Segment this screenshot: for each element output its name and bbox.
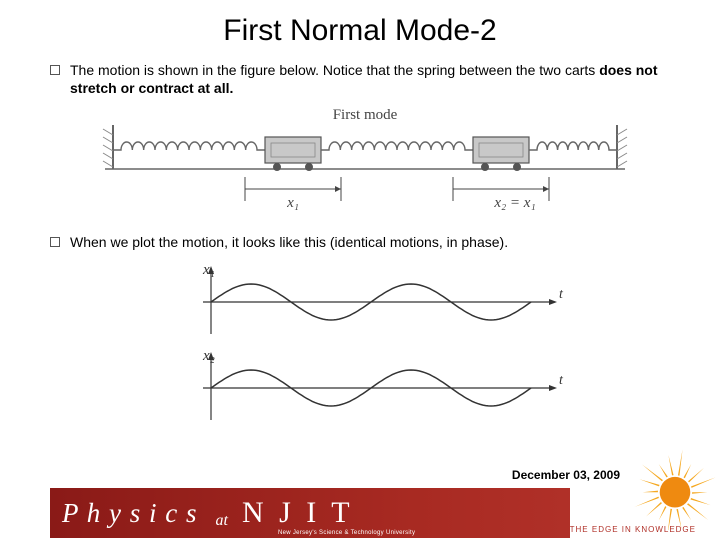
physics-logo-text: P h y s i c s — [62, 498, 198, 529]
njit-subtitle: New Jersey's Science & Technology Univer… — [278, 530, 415, 536]
first-mode-label: First mode — [333, 107, 398, 123]
cart-1 — [265, 137, 321, 171]
bullet-1-pre: The motion is shown in the figure below.… — [70, 62, 599, 78]
spring-middle — [321, 142, 473, 150]
spring-right — [529, 142, 617, 150]
bullet-2: When we plot the motion, it looks like t… — [50, 234, 680, 252]
svg-text:x₂: x₂ — [202, 348, 215, 364]
svg-text:x₁: x₁ — [286, 195, 299, 211]
plot-x1: x₁ t — [202, 262, 564, 334]
x1-indicator: x₁ — [245, 177, 341, 211]
bullet-marker — [50, 65, 60, 75]
njit-logo-text: N J I T — [242, 496, 354, 530]
slide-title: First Normal Mode-2 — [0, 0, 720, 48]
x2-indicator: x₂ = x₁ — [453, 177, 549, 211]
footer-band: P h y s i c s at N J I T New Jersey's Sc… — [50, 488, 570, 538]
svg-text:t: t — [559, 373, 564, 388]
right-wall — [617, 125, 627, 169]
bullet-marker — [50, 237, 60, 247]
at-text: at — [216, 512, 228, 538]
bullet-2-text: When we plot the motion, it looks like t… — [70, 234, 508, 252]
content-area: The motion is shown in the figure below.… — [0, 48, 720, 435]
figure-1: First mode — [50, 105, 680, 220]
spring-left — [113, 142, 265, 150]
wave-plots: x₁ t x₂ t — [155, 260, 575, 430]
carts-diagram: First mode — [95, 105, 635, 215]
svg-text:x₂ = x₁: x₂ = x₁ — [493, 195, 535, 211]
left-wall — [103, 125, 113, 169]
sun-icon — [616, 440, 716, 530]
plot-x2: x₂ t — [202, 348, 564, 420]
footer: P h y s i c s at N J I T New Jersey's Sc… — [0, 478, 720, 540]
bullet-2-pre: When we plot the motion, it looks like t… — [70, 234, 508, 250]
cart-2 — [473, 137, 529, 171]
svg-text:x₁: x₁ — [202, 262, 215, 278]
figure-2: x₁ t x₂ t — [50, 260, 680, 435]
bullet-1-text: The motion is shown in the figure below.… — [70, 62, 680, 97]
bullet-1: The motion is shown in the figure below.… — [50, 62, 680, 97]
svg-text:t: t — [559, 287, 564, 302]
